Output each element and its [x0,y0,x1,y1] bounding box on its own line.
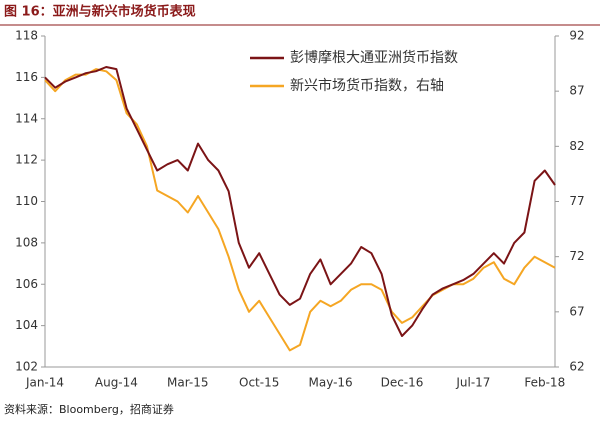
chart-title: 图 16：亚洲与新兴市场货币表现 [4,4,196,20]
series-line [44,68,556,352]
x-tick-label: Jan-14 [25,376,64,390]
y-tick-label: 112 [15,153,38,167]
y2-tick-label: 82 [569,139,584,153]
y2-tick-label: 92 [569,29,584,43]
y-tick-label: 102 [15,360,38,374]
y2-tick-label: 87 [569,84,584,98]
y-tick-label: 106 [15,277,38,291]
x-tick-label: Oct-15 [239,376,279,390]
legend-label: 新兴市场货币指数，右轴 [290,77,444,94]
y2-tick-label: 77 [569,194,584,208]
x-tick-label: Aug-14 [95,376,138,390]
x-tick-label: Dec-16 [381,376,424,390]
y2-tick-label: 72 [569,249,584,263]
source: 资料来源：Bloomberg，招商证券 [4,402,174,416]
y-tick-label: 116 [15,70,38,84]
y-tick-label: 104 [15,318,38,332]
x-tick-label: Jul-17 [455,376,490,390]
legend-label: 彭博摩根大通亚洲货币指数 [290,49,458,66]
y2-tick-label: 62 [569,360,584,374]
y-tick-label: 110 [15,194,38,208]
y-tick-label: 114 [15,111,38,125]
x-tick-label: Mar-15 [167,376,208,390]
x-tick-label: Feb-18 [524,376,565,390]
y-tick-label: 108 [15,235,38,249]
y2-tick-label: 67 [569,304,584,318]
y-tick-label: 118 [15,29,38,43]
series-line [44,66,556,337]
x-tick-label: May-16 [308,376,352,390]
